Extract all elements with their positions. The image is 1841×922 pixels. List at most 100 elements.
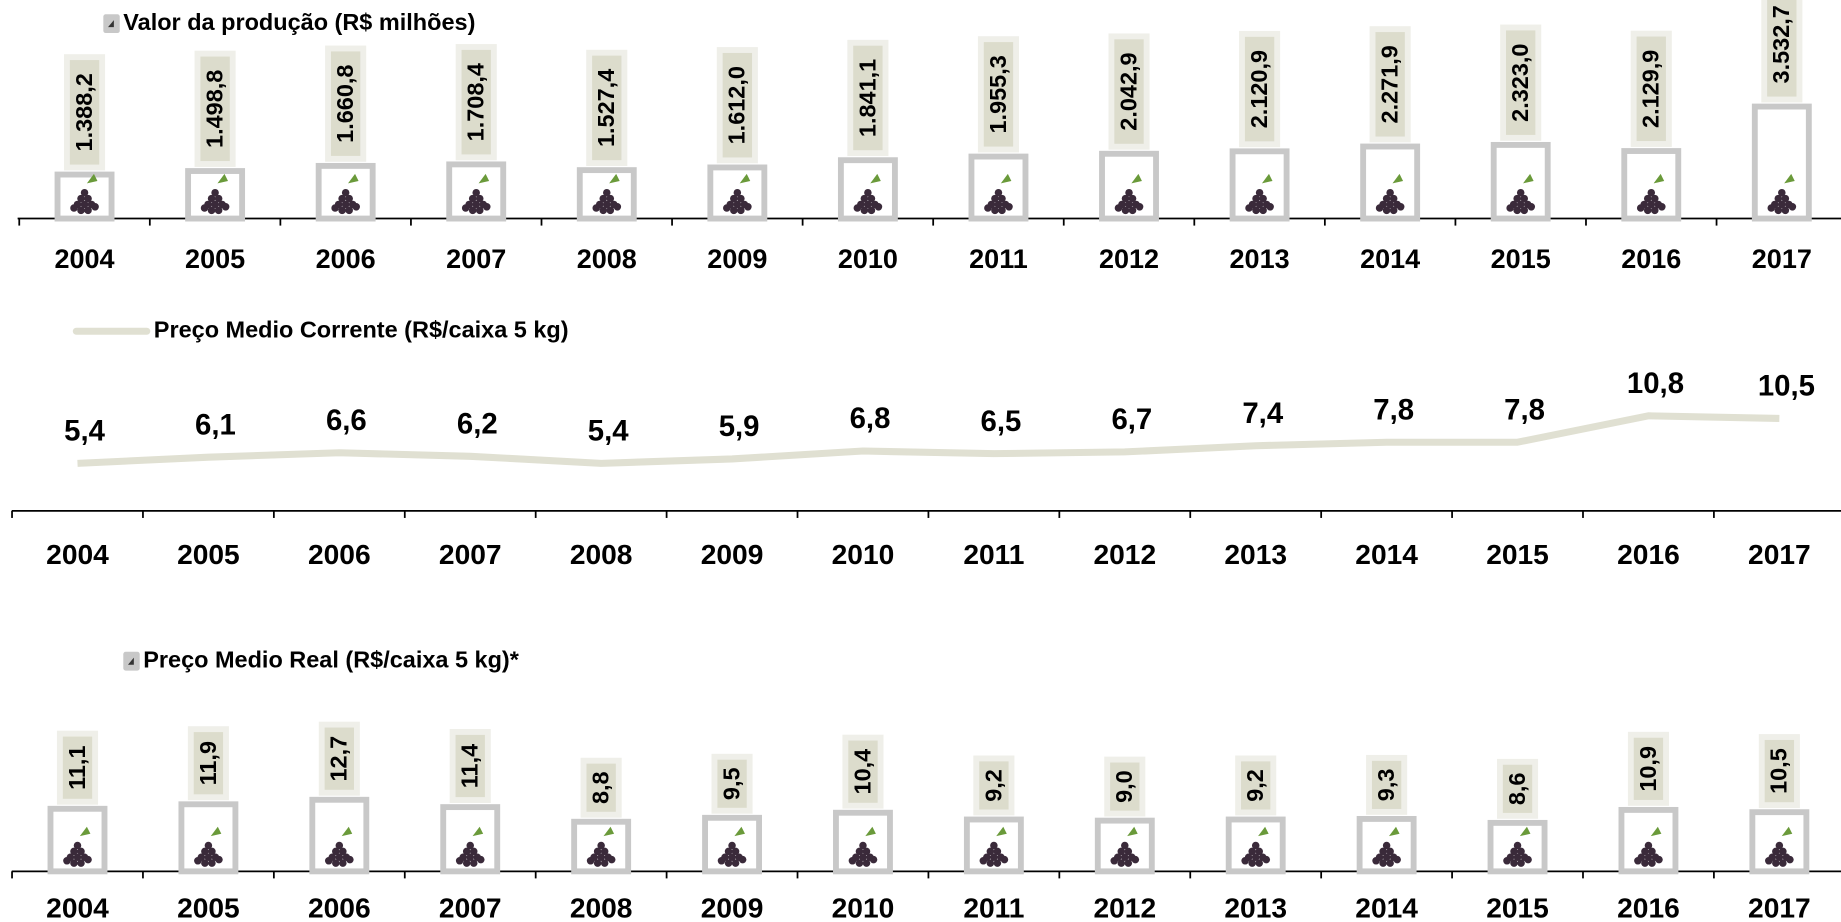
grape [1516, 188, 1525, 197]
bar [1229, 148, 1290, 222]
grape [207, 194, 216, 203]
grape [1634, 857, 1642, 865]
grape-icon [331, 173, 360, 215]
value-label: 10,9 [1635, 746, 1661, 792]
grape [475, 206, 484, 215]
grape [1644, 853, 1653, 862]
grape [991, 194, 999, 203]
grape [738, 855, 747, 864]
x-tick-label: 2004 [46, 538, 109, 570]
x-tick-label: 2004 [46, 892, 109, 922]
value-label-box [1500, 24, 1542, 141]
bar [1621, 148, 1682, 222]
x-tick-label: 2016 [1621, 244, 1681, 274]
grape [603, 200, 611, 209]
grape-icon [1634, 826, 1663, 867]
line [77, 412, 1780, 467]
grape [859, 853, 867, 862]
grape [1781, 194, 1790, 203]
grape [469, 859, 478, 867]
grape [991, 206, 999, 215]
value-label: 2.271,9 [1377, 45, 1403, 123]
value-label-box [318, 721, 360, 796]
grape [1110, 857, 1118, 865]
grape [208, 859, 216, 867]
grape [1255, 200, 1264, 209]
grape [869, 855, 878, 864]
x-tick-label: 2015 [1491, 244, 1551, 274]
grape [84, 194, 92, 203]
grape [1643, 206, 1652, 215]
value-label-box [194, 50, 236, 167]
x-tick-label: 2013 [1230, 244, 1290, 274]
grape [1382, 206, 1391, 215]
x-tick-label: 2013 [1224, 538, 1287, 570]
grape-leaf [1392, 173, 1404, 184]
x-tick-label: 2007 [439, 538, 502, 570]
grape [737, 194, 745, 203]
x-tick-label: 2007 [446, 244, 506, 274]
x-tick-label: 2015 [1486, 892, 1549, 922]
x-tick-label: 2006 [316, 244, 376, 274]
grape [1527, 203, 1536, 211]
grape-leaf [1127, 826, 1138, 837]
grape [324, 857, 333, 865]
grape [1779, 847, 1787, 856]
grape [483, 203, 491, 211]
grape [1125, 188, 1133, 197]
grape [864, 200, 872, 209]
x-tick-label: 2017 [1752, 244, 1812, 274]
grape-leaf [1261, 173, 1273, 184]
grape [998, 194, 1006, 203]
x-tick-label: 2005 [177, 538, 240, 570]
grape-icon [1114, 173, 1144, 215]
grape-leaf [1131, 173, 1142, 184]
value-label: 5,9 [719, 410, 760, 443]
grape [1396, 203, 1405, 211]
x-tick-label: 2017 [1748, 892, 1811, 922]
grape [469, 847, 478, 856]
value-label: 6,8 [850, 402, 891, 435]
value-label-box [586, 49, 628, 167]
grape [1516, 200, 1525, 209]
value-label: 1.841,1 [854, 59, 880, 137]
grape [717, 857, 726, 865]
value-label: 8,6 [1504, 773, 1530, 806]
grape [1517, 859, 1525, 867]
grape [1121, 194, 1130, 203]
grape [1644, 841, 1653, 850]
grape [1520, 194, 1528, 203]
value-label-box [1108, 33, 1150, 150]
grape [1248, 859, 1256, 867]
value-label: 2.323,0 [1507, 44, 1533, 122]
grape [1524, 855, 1532, 864]
grape [599, 206, 608, 215]
grape [80, 188, 89, 197]
grape [855, 859, 864, 867]
grape [1386, 188, 1394, 197]
grape-icon [63, 826, 92, 867]
value-label-box [1758, 734, 1800, 809]
grape [990, 841, 998, 850]
x-tick-label: 2010 [832, 538, 895, 570]
value-label: 8,8 [588, 771, 614, 804]
grape [731, 847, 740, 856]
grape [730, 206, 738, 215]
grape [77, 194, 85, 203]
grape-icon [1506, 173, 1536, 215]
grape [1252, 194, 1260, 203]
value-label: 10,8 [1627, 367, 1684, 400]
grape-icon [586, 826, 616, 867]
value-label-box [977, 36, 1020, 153]
x-tick-label: 2011 [969, 244, 1028, 274]
grape [472, 200, 480, 209]
grape-icon [455, 826, 485, 867]
grape [723, 204, 731, 212]
x-tick-label: 2010 [832, 892, 895, 922]
grape-leaf [609, 173, 620, 184]
value-label: 6,2 [457, 408, 498, 441]
x-tick-label: 2006 [308, 538, 371, 570]
grape [1386, 859, 1394, 867]
grape-leaf [1388, 826, 1400, 837]
